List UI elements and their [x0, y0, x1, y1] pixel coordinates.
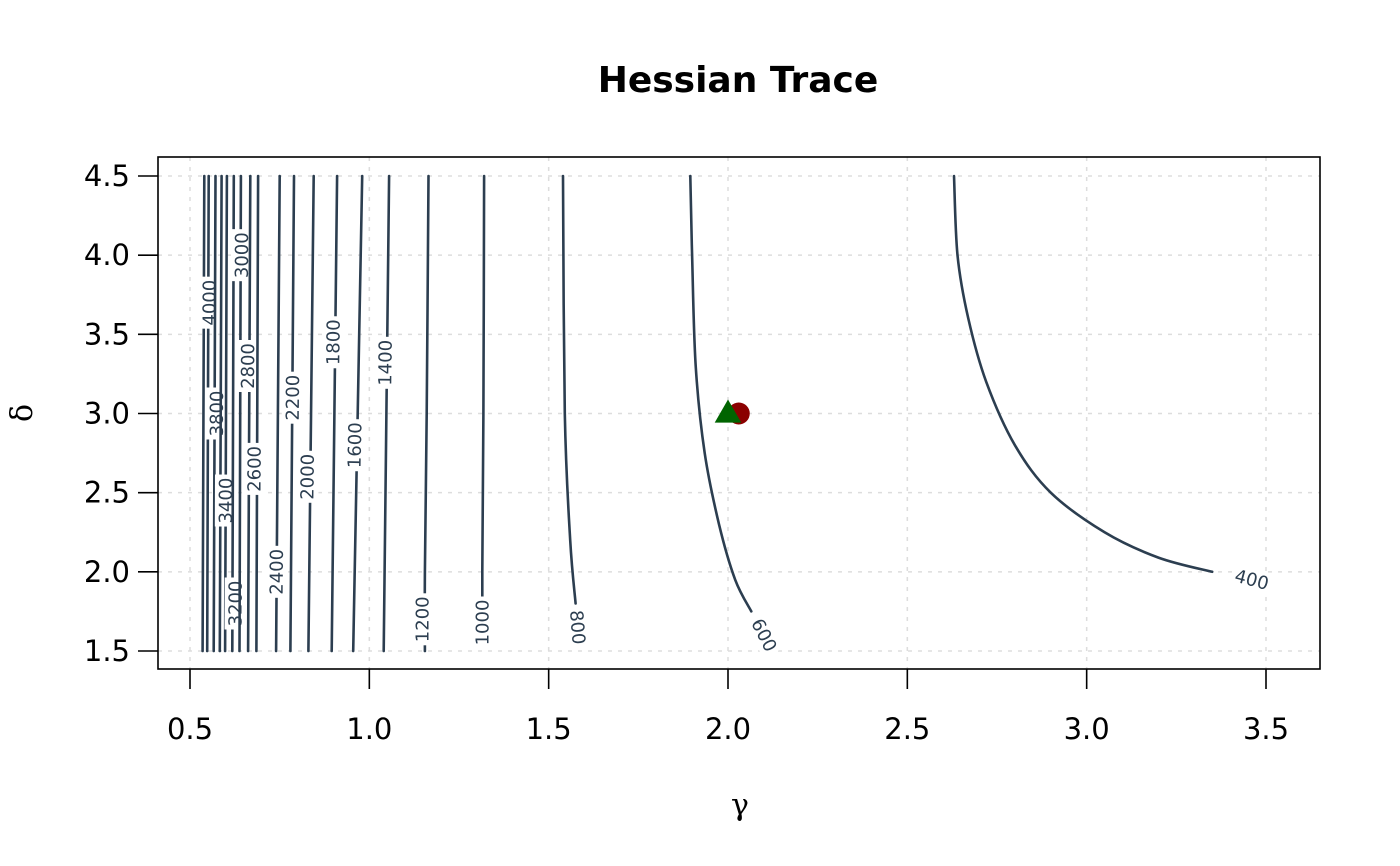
contour-label-group: 600	[744, 612, 783, 659]
contour-line	[238, 174, 243, 653]
contour-label-group: 3000	[230, 229, 254, 282]
contour-label-bg	[1229, 563, 1275, 596]
y-tick-label: 2.0	[84, 555, 130, 589]
contour-label-group: 400	[1229, 563, 1275, 596]
contour-line	[255, 174, 260, 653]
markers	[714, 399, 750, 425]
chart-title: Hessian Trace	[598, 60, 879, 101]
contour-label-group: 1600	[343, 418, 367, 472]
contour-label-group: 2600	[243, 442, 266, 495]
contour-label-group: 3800	[205, 387, 228, 440]
contour-label-bg	[343, 418, 367, 472]
contour-line	[561, 174, 577, 605]
contour-label: 1000	[472, 600, 493, 646]
contour-label-bg	[205, 387, 228, 440]
x-tick-label: 2.5	[884, 712, 930, 746]
contour-label-bg	[374, 336, 397, 389]
contour-label: 1400	[375, 340, 396, 386]
x-tick-label: 3.0	[1064, 712, 1110, 746]
contour-label: 3200	[226, 581, 247, 627]
contour-label: 1800	[323, 319, 344, 365]
contour-label-bg	[471, 596, 494, 649]
contour-label-group: 1000	[471, 596, 494, 649]
contour-line	[218, 174, 223, 653]
contour-line	[423, 174, 430, 653]
y-tick-label: 1.5	[84, 634, 130, 668]
contour-label-group: 2200	[281, 371, 305, 424]
contour-label-bg	[243, 442, 266, 495]
contour-label: 4000	[200, 280, 221, 326]
contour-line	[689, 174, 753, 613]
x-tick-label: 0.5	[167, 712, 213, 746]
contour-line	[246, 174, 252, 653]
contour-label: 2400	[267, 549, 288, 595]
contour-label: 2000	[297, 454, 318, 500]
contour-label: 3800	[207, 391, 228, 437]
x-axis-label: γ	[731, 788, 749, 823]
contour-label-bg	[281, 371, 305, 424]
x-tick-label: 3.5	[1243, 712, 1289, 746]
y-tick-label: 3.0	[84, 397, 130, 431]
contour-label: 1600	[345, 422, 367, 468]
contour-label-group: 1200	[411, 593, 434, 646]
contour-line	[307, 174, 315, 653]
contour-label: 1200	[412, 596, 433, 642]
contour-label: 400	[1232, 566, 1271, 595]
contour-label-bg	[411, 593, 434, 646]
x-tick-label: 1.5	[526, 712, 572, 746]
contour-line	[952, 174, 1214, 574]
contour-label-group: 800	[564, 606, 591, 649]
contour-lines: 4000380034003200300028002600240022002000…	[198, 174, 1275, 659]
axes: 0.5 1.0 1.5 2.0 2.5 3.0 3.5 1.5 2.0 2.5 3.0 3.5 4.0 4…	[84, 159, 1289, 746]
contour-label-group: 3200	[224, 577, 247, 630]
plot-border	[157, 156, 1321, 670]
contour-label: 3000	[232, 232, 253, 278]
contour-label-group: 2000	[296, 450, 319, 503]
y-tick-label: 3.5	[84, 317, 130, 351]
contour-label-bg	[224, 577, 247, 630]
contour-label-bg	[744, 612, 783, 659]
y-axis-label: δ	[5, 404, 40, 422]
contour-line	[330, 174, 339, 653]
contour-label-bg	[322, 316, 345, 369]
contour-label: 2600	[245, 446, 266, 492]
contour-label-group: 1400	[374, 336, 397, 389]
contour-line	[382, 174, 391, 653]
contour-label-bg	[564, 606, 591, 649]
contour-line	[201, 174, 206, 653]
contour-label: 800	[565, 609, 589, 645]
contour-label-group: 1800	[322, 316, 345, 369]
contour-label-bg	[236, 339, 260, 393]
contour-line	[351, 174, 364, 653]
contour-line	[480, 174, 486, 637]
contour-label-bg	[230, 229, 254, 282]
contour-line	[274, 174, 281, 653]
contour-label-group: 2800	[236, 339, 260, 393]
contour-label-group: 2400	[265, 545, 288, 598]
x-tick-label: 1.0	[346, 712, 392, 746]
contour-label-bg	[265, 545, 288, 598]
y-tick-label: 4.5	[84, 159, 130, 193]
y-tick-label: 2.5	[84, 476, 130, 510]
x-tick-label: 2.0	[705, 712, 751, 746]
contour-label: 2800	[238, 343, 259, 389]
contour-label-bg	[296, 450, 319, 503]
contour-label-group: 4000	[198, 276, 221, 329]
contour-label: 2200	[283, 375, 304, 421]
triangle-marker	[714, 399, 742, 423]
y-tick-label: 4.0	[84, 238, 130, 272]
